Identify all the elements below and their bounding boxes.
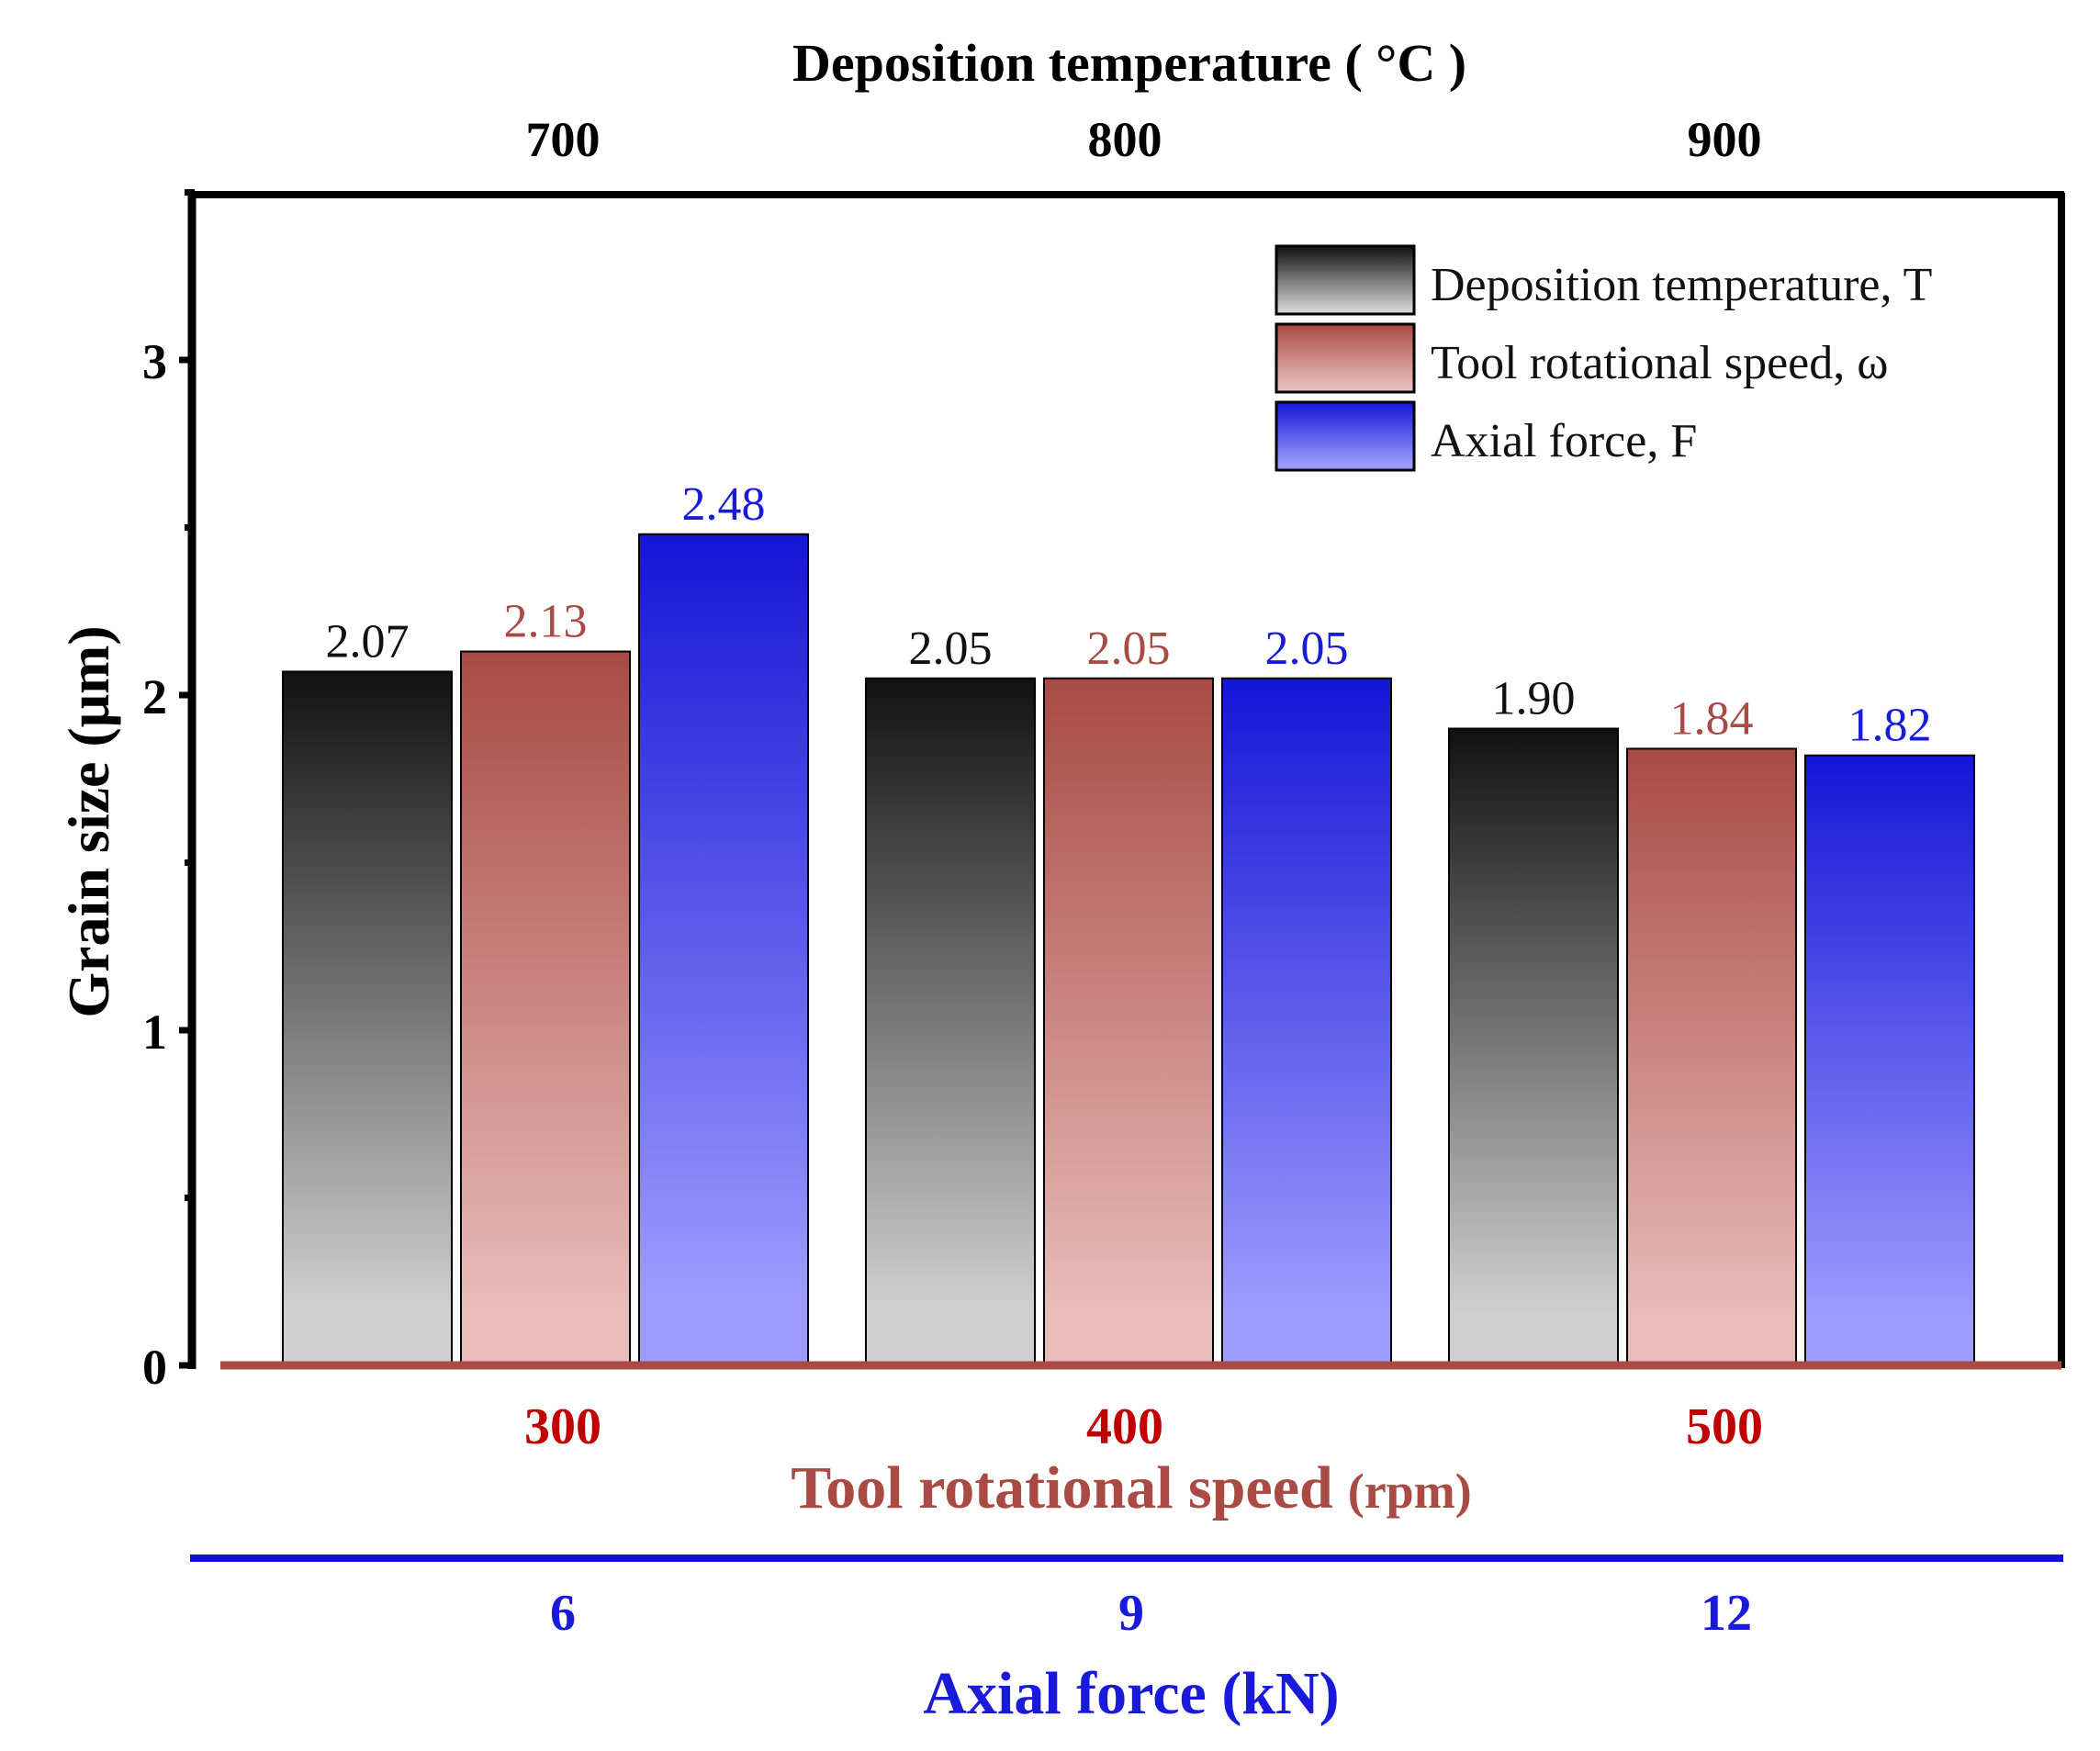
bar-force [1221, 677, 1392, 1366]
bar-speed [1626, 747, 1797, 1366]
speed-tick-label: 400 [1086, 1398, 1163, 1455]
bar-label-force: 2.05 [1265, 623, 1349, 675]
bar-temperature [1448, 727, 1619, 1366]
bar-force [1804, 754, 1975, 1366]
bar-label-force: 2.48 [682, 478, 766, 531]
legend-swatch-temperature [1275, 244, 1416, 316]
y-axis-title: Grain size (μm) [56, 625, 121, 1017]
bar-label-temperature: 2.05 [909, 623, 993, 675]
bar-speed [460, 650, 631, 1366]
bar-label-speed: 1.84 [1670, 692, 1754, 745]
bar-force [638, 533, 809, 1366]
top-tick-label: 800 [1088, 112, 1162, 167]
y-tick-label: 1 [142, 1005, 167, 1060]
force-tick-label: 9 [1118, 1585, 1144, 1642]
legend: Deposition temperature, T Tool rotationa… [1275, 244, 1932, 472]
force-tick-label: 12 [1701, 1585, 1752, 1642]
bar-label-speed: 2.13 [504, 596, 588, 648]
legend-label-force: Axial force, F [1431, 415, 1697, 467]
legend-label-speed: Tool rotational speed, ω [1431, 337, 1888, 389]
bar-temperature [282, 670, 453, 1366]
top-axis-title: Deposition temperature ( °C ) [792, 33, 1466, 93]
bar-label-speed: 2.05 [1087, 623, 1171, 675]
y-tick-label: 3 [142, 334, 167, 389]
y-tick-label: 2 [142, 669, 167, 724]
speed-axis-title: Tool rotational speed (rpm) [791, 1454, 1471, 1521]
top-tick-label: 900 [1688, 112, 1762, 167]
top-tick-label: 700 [526, 112, 601, 167]
speed-axis-title-unit: (rpm) [1348, 1464, 1472, 1519]
bar-label-temperature: 1.90 [1492, 673, 1576, 725]
bar-speed [1043, 677, 1214, 1366]
bars-layer: 2.07 2.13 2.48 2.05 2.05 2.05 1.90 1.84 1.82 [282, 478, 1975, 1366]
bar-label-force: 1.82 [1848, 700, 1932, 752]
force-axis-title: Axial force (kN) [923, 1660, 1339, 1727]
legend-swatch-speed [1275, 322, 1416, 394]
speed-tick-label: 300 [524, 1398, 601, 1455]
bar-label-temperature: 2.07 [326, 615, 410, 668]
force-tick-label: 6 [550, 1585, 576, 1642]
y-ticks [179, 189, 195, 1369]
legend-label-temperature: Deposition temperature, T [1431, 259, 1932, 311]
speed-axis-title-main: Tool rotational speed [791, 1454, 1332, 1521]
bar-temperature [865, 677, 1036, 1366]
legend-swatch-force [1275, 400, 1416, 472]
y-tick-label: 0 [142, 1340, 167, 1395]
speed-tick-label: 500 [1686, 1398, 1763, 1455]
